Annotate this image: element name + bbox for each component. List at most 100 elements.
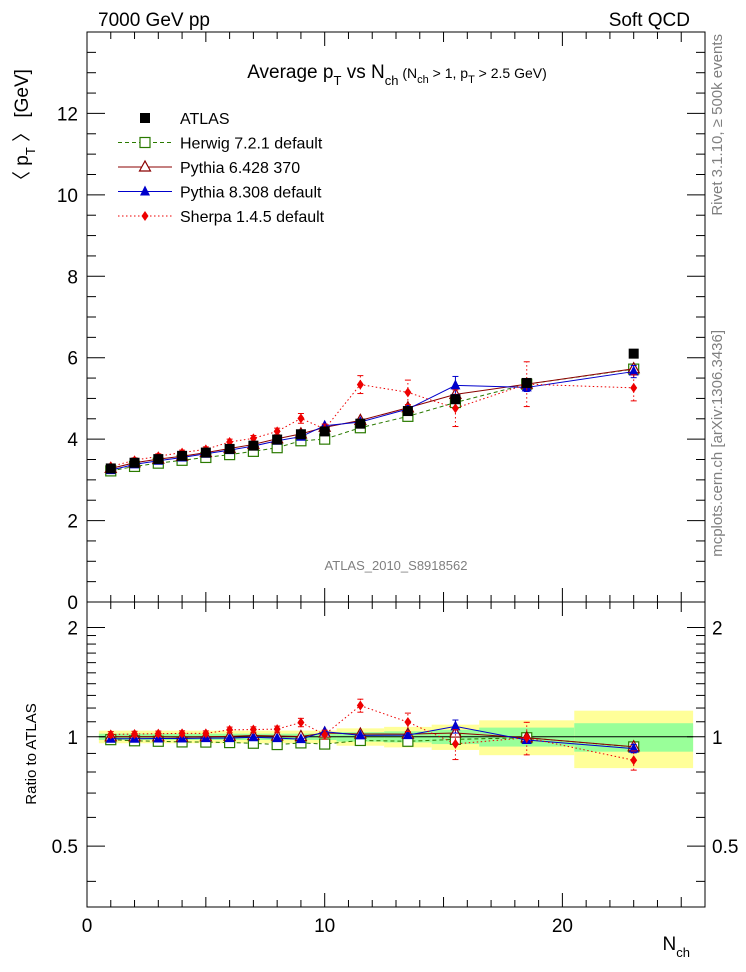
x-tick-label: 0 [82,916,93,937]
title-cond: (N [398,65,417,81]
data-point-ratio [178,728,186,739]
data-point-ratio [321,729,329,740]
legend-marker [139,136,151,149]
legend-entry: Pythia 6.428 370 [118,159,300,177]
legend-label: ATLAS [180,111,230,128]
legend-label: Sherpa 1.4.5 default [180,209,325,226]
ratio-uncertainty-bands [98,710,694,769]
ratio-y-tick-label: 2 [67,618,78,639]
data-point-ratio [224,732,235,743]
data-point-ratio [404,717,412,728]
data-point-main [450,379,461,390]
data-point-ratio [226,724,234,735]
legend-entry: Pythia 8.308 default [118,185,322,202]
data-point-main [129,457,140,468]
data-point-ratio [451,738,459,749]
data-point-main [295,429,306,440]
legend-marker [140,113,150,123]
data-point-main [200,447,211,458]
main-y-tick-label: 6 [67,349,78,370]
main-ylabel-tail: 〉 [GeV] [11,69,33,147]
series-layer [104,348,641,771]
series-line-ratio [110,704,634,761]
data-point-main [355,418,366,429]
data-point-ratio [630,755,638,766]
title-vs: vs N [341,62,384,83]
data-point-ratio [297,717,305,728]
data-point-ratio [402,729,413,740]
main-y-tick-label: 2 [67,512,78,533]
x-tick-label: 10 [314,916,335,937]
data-point-ratio [154,728,162,739]
legend-marker [140,185,150,196]
ratio-y-tick-label-right: 2 [712,618,723,639]
data-point-main [628,348,639,359]
main-ylabel-head: 〈 p [11,155,33,190]
data-point-main [521,377,532,388]
main-y-tick-label: 0 [67,593,78,614]
title-cond-t: T [468,74,475,86]
data-point-main [153,454,164,465]
main-y-tick-label: 10 [57,186,78,207]
main-y-tick-label: 8 [67,267,78,288]
data-point-ratio [249,724,257,735]
data-point-ratio [356,700,364,711]
data-point-main [630,382,638,393]
analysis-watermark: ATLAS_2010_S8918562 [325,558,468,573]
data-point-ratio [295,733,306,744]
x-axis-label: Nch [663,934,690,960]
ratio-ylabel: Ratio to ATLAS [23,703,40,804]
series-atlas [105,348,639,474]
ratio-y-tick-label-right: 0.5 [712,837,738,858]
data-point-ratio [319,738,331,750]
data-point-main [224,443,235,454]
title-cond2: > 1, p [429,65,469,81]
data-point-main [356,379,364,390]
main-y-tick-label: 12 [57,104,78,125]
data-point-main [402,406,413,417]
header-right: Soft QCD [609,10,690,31]
x-tick-label: 20 [552,916,573,937]
data-point-ratio [628,742,639,753]
data-point-main [272,434,283,445]
data-point-ratio [131,728,139,739]
title-cond3: > 2.5 GeV) [475,65,547,81]
header-left: 7000 GeV pp [98,10,210,31]
axis-ticks [86,31,706,907]
data-point-ratio [272,732,283,743]
legend-label: Pythia 6.428 370 [180,160,300,177]
data-point-main [319,426,330,437]
data-point-main [451,403,459,414]
ratio-y-tick-label: 1 [67,728,78,749]
legend-label: Pythia 8.308 default [180,185,322,202]
ratio-y-tick-label-right: 1 [712,728,723,749]
side-top-label: Rivet 3.1.10, ≥ 500k events [709,34,726,216]
side-bottom-label: mcplots.cern.ch [arXiv:1306.3436] [709,330,726,557]
data-point-main [105,463,116,474]
main-ylabel: 〈 pT 〉 [GeV] [11,69,38,190]
title-sub-ch: ch [385,73,399,88]
legend-marker [138,159,152,172]
series-sherpa-1-4-5-default [107,361,638,771]
data-point-main [450,394,461,405]
data-point-ratio [273,724,281,735]
data-point-main [628,365,639,376]
title-cond-ch: ch [417,74,429,86]
ratio-y-tick-label: 0.5 [52,837,78,858]
legend-entry: Sherpa 1.4.5 default [118,209,325,226]
x-axis-label-sub: ch [676,945,690,960]
plot-title: Average pT vs Nch (Nch > 1, pT > 2.5 GeV… [247,62,547,88]
data-point-ratio [107,729,115,740]
series-line-ratio [110,737,634,748]
main-y-tick-label: 4 [67,430,78,451]
data-point-main [248,440,259,451]
data-point-ratio [523,732,531,743]
data-point-main [297,413,305,424]
legend-entry: Herwig 7.2.1 default [118,136,323,153]
data-point-ratio [355,729,366,740]
data-point-main [404,387,412,398]
legend: ATLAS Herwig 7.2.1 default Pythia 6.428 37… [118,111,325,226]
legend-entry: ATLAS [140,111,230,128]
